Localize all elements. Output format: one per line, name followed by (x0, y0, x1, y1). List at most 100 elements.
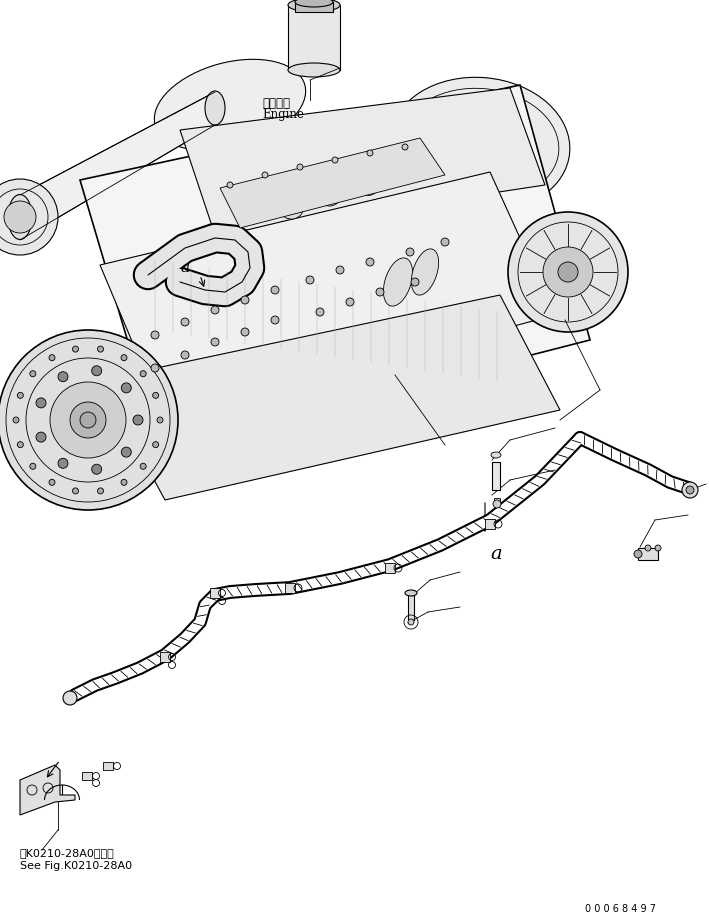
Circle shape (49, 355, 55, 360)
Circle shape (121, 383, 131, 393)
Bar (103, 762, 113, 770)
Polygon shape (100, 172, 555, 420)
Text: See Fig.K0210-28A0: See Fig.K0210-28A0 (20, 861, 132, 871)
Circle shape (49, 480, 55, 485)
Ellipse shape (405, 590, 417, 596)
Text: エンジン: エンジン (262, 97, 290, 110)
Circle shape (271, 286, 279, 294)
Bar (408, 595, 414, 620)
Ellipse shape (281, 201, 303, 219)
Ellipse shape (288, 0, 340, 12)
Circle shape (686, 486, 694, 494)
Circle shape (211, 306, 219, 314)
Circle shape (17, 393, 23, 398)
Circle shape (181, 318, 189, 326)
Circle shape (655, 545, 661, 551)
Polygon shape (80, 85, 590, 450)
Bar (385, 563, 395, 573)
Polygon shape (20, 92, 215, 240)
Circle shape (13, 417, 19, 423)
Polygon shape (20, 765, 75, 815)
Circle shape (58, 371, 68, 382)
Circle shape (316, 308, 324, 316)
Circle shape (98, 346, 104, 352)
Bar (288, 5, 340, 70)
Ellipse shape (411, 249, 439, 295)
Ellipse shape (155, 59, 306, 151)
Circle shape (70, 402, 106, 438)
Circle shape (63, 691, 77, 705)
Circle shape (227, 182, 233, 188)
Circle shape (98, 488, 104, 494)
Bar (285, 583, 295, 593)
Circle shape (408, 619, 414, 625)
Circle shape (91, 366, 101, 376)
Circle shape (558, 262, 578, 282)
Bar (494, 498, 500, 502)
Circle shape (336, 266, 344, 274)
Circle shape (493, 500, 501, 508)
Circle shape (30, 371, 36, 377)
Circle shape (91, 464, 101, 474)
Circle shape (645, 545, 651, 551)
Ellipse shape (491, 452, 501, 458)
Circle shape (50, 382, 126, 458)
Circle shape (4, 201, 36, 233)
Circle shape (508, 212, 628, 332)
Circle shape (0, 330, 178, 510)
Circle shape (0, 179, 58, 255)
Circle shape (297, 164, 303, 170)
Circle shape (121, 355, 127, 360)
Ellipse shape (295, 0, 333, 7)
Circle shape (346, 298, 354, 306)
Circle shape (36, 432, 46, 442)
Ellipse shape (288, 63, 340, 77)
Polygon shape (180, 88, 545, 235)
Bar (160, 652, 170, 662)
Circle shape (241, 328, 249, 336)
Bar (82, 772, 92, 780)
Ellipse shape (358, 180, 378, 196)
Ellipse shape (320, 190, 340, 206)
Circle shape (152, 393, 159, 398)
Circle shape (157, 417, 163, 423)
Circle shape (682, 482, 698, 498)
Circle shape (332, 157, 338, 163)
Text: 0 0 0 6 8 4 9 7: 0 0 0 6 8 4 9 7 (585, 904, 656, 914)
Circle shape (376, 288, 384, 296)
Circle shape (241, 296, 249, 304)
Circle shape (140, 463, 146, 469)
Bar (210, 588, 220, 598)
Circle shape (80, 412, 96, 428)
Circle shape (151, 331, 159, 339)
Circle shape (367, 150, 373, 156)
Ellipse shape (8, 194, 32, 239)
Circle shape (543, 247, 593, 297)
Text: 第K0210-28A0図参照: 第K0210-28A0図参照 (20, 848, 115, 858)
Polygon shape (100, 295, 560, 500)
Circle shape (58, 458, 68, 468)
Ellipse shape (390, 78, 570, 213)
Polygon shape (220, 138, 445, 228)
Circle shape (306, 276, 314, 284)
Circle shape (36, 398, 46, 407)
Circle shape (181, 351, 189, 359)
Circle shape (441, 238, 449, 246)
Circle shape (211, 338, 219, 346)
Bar (485, 519, 495, 529)
Ellipse shape (384, 258, 413, 306)
Circle shape (30, 463, 36, 469)
Circle shape (133, 415, 143, 425)
Bar (295, 2, 333, 12)
Text: a: a (180, 261, 189, 275)
Circle shape (121, 480, 127, 485)
Circle shape (121, 447, 131, 457)
Circle shape (411, 278, 419, 286)
Bar (638, 548, 658, 560)
Circle shape (634, 550, 642, 558)
Circle shape (271, 316, 279, 324)
Circle shape (72, 346, 79, 352)
Text: a: a (490, 545, 502, 563)
Circle shape (152, 442, 159, 447)
Circle shape (72, 488, 79, 494)
